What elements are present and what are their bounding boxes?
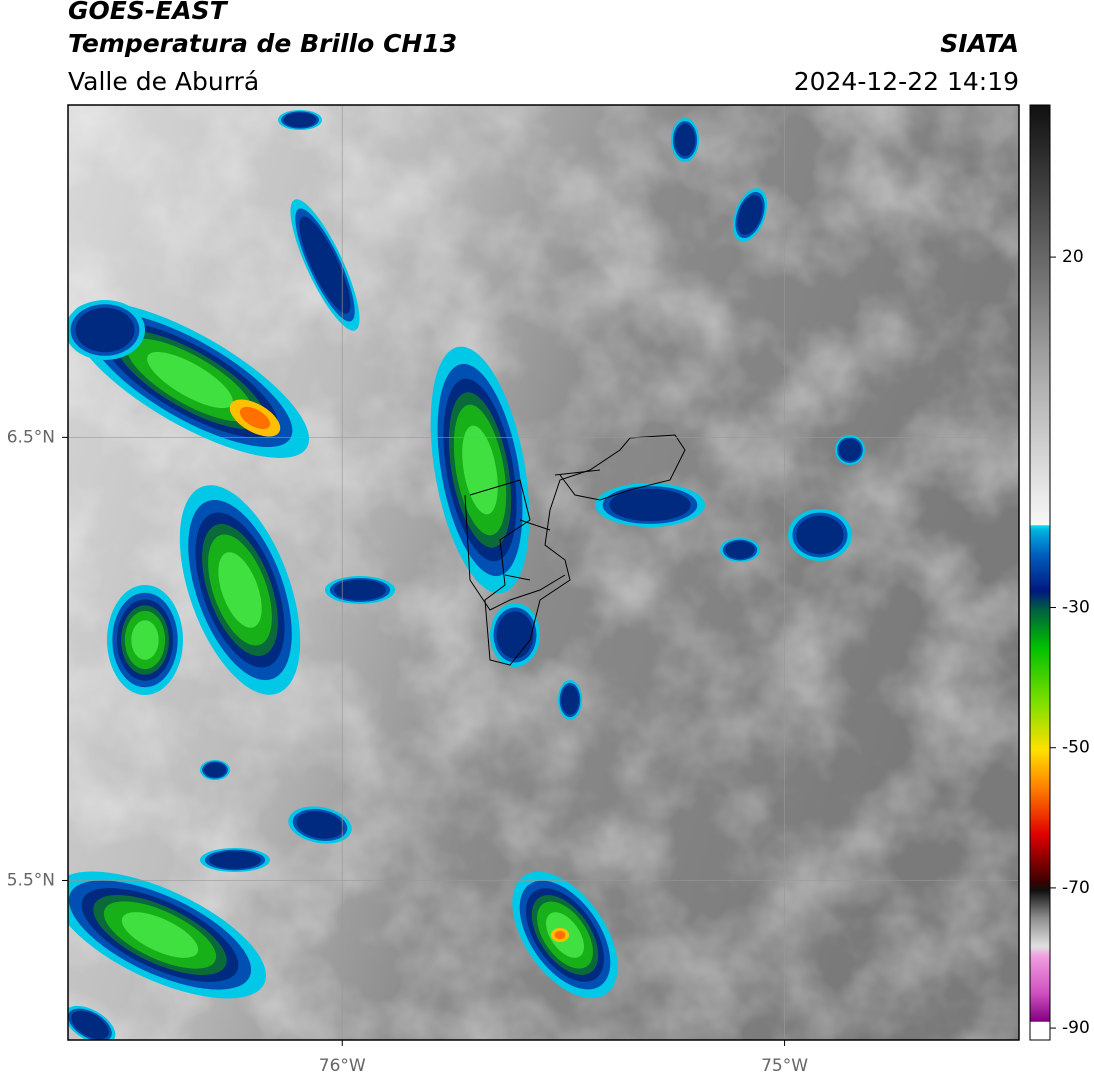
colorbar-tick-label: -30 <box>1062 598 1090 618</box>
cloud-cell <box>179 485 301 695</box>
map-frame <box>67 104 1020 1041</box>
cloud-cell <box>200 848 270 872</box>
title: GOES-EAST <box>68 0 229 25</box>
colorbar <box>1029 104 1051 1041</box>
cloud-layer <box>203 762 227 778</box>
colorbar-tick-label: -70 <box>1062 878 1090 898</box>
cloud-cell <box>732 188 768 242</box>
cloud-layer <box>838 438 862 462</box>
cloud-core <box>239 406 271 430</box>
cloud-layer <box>209 851 261 869</box>
cloud-layer <box>725 541 755 559</box>
x-tick-label: 75°W <box>761 1056 808 1076</box>
cloud-layer <box>147 351 233 409</box>
y-tick-label: 5.5°N <box>7 870 55 890</box>
region: Valle de Aburrá <box>68 67 259 96</box>
colorbar-tick-label: 20 <box>1062 247 1084 267</box>
cloud-layer <box>796 515 844 555</box>
cloud-layer <box>462 425 498 515</box>
cloud-layer <box>737 195 763 235</box>
cloud-layer <box>674 123 696 157</box>
cloud-layer <box>496 611 534 659</box>
cloud-layer <box>218 552 262 628</box>
cloud-layer <box>609 488 691 522</box>
cloud-cell <box>68 300 145 360</box>
x-tick-label: 76°W <box>319 1056 366 1076</box>
cloud-layer <box>283 112 317 128</box>
subtitle: Temperatura de Brillo CH13 <box>68 29 457 58</box>
cloud-cell <box>595 483 705 527</box>
cloud-layer <box>299 216 351 314</box>
cloud-cell <box>835 435 865 465</box>
cloud-cell <box>490 603 540 667</box>
cloud-cell <box>107 585 183 695</box>
cloud-layer <box>334 579 386 601</box>
cloud-layer <box>75 307 135 353</box>
cloud-cell <box>200 760 230 780</box>
cloud-cell <box>788 509 852 561</box>
cloud-cell <box>278 110 322 130</box>
colorbar-tick-label: -50 <box>1062 738 1090 758</box>
cloud-cell <box>558 680 582 720</box>
cloud-cell <box>325 576 395 604</box>
cloud-layer <box>131 620 159 660</box>
cloud-layer <box>561 685 579 715</box>
cloud-layer <box>296 811 344 839</box>
cloud-layer <box>121 912 199 958</box>
cloud-cell <box>720 538 760 562</box>
cloud-cell <box>288 806 352 844</box>
cloud-cell <box>68 871 266 999</box>
datetime: 2024-12-22 14:19 <box>794 67 1019 96</box>
cloud-core <box>554 930 566 940</box>
cloud-layer <box>71 1010 109 1040</box>
source: SIATA <box>940 29 1019 58</box>
cloud-cell <box>68 1005 116 1040</box>
y-tick-label: 6.5°N <box>7 427 55 447</box>
map-image <box>68 105 1019 1040</box>
cloud-cell <box>671 118 699 162</box>
colorbar-tick-label: -90 <box>1062 1018 1090 1038</box>
